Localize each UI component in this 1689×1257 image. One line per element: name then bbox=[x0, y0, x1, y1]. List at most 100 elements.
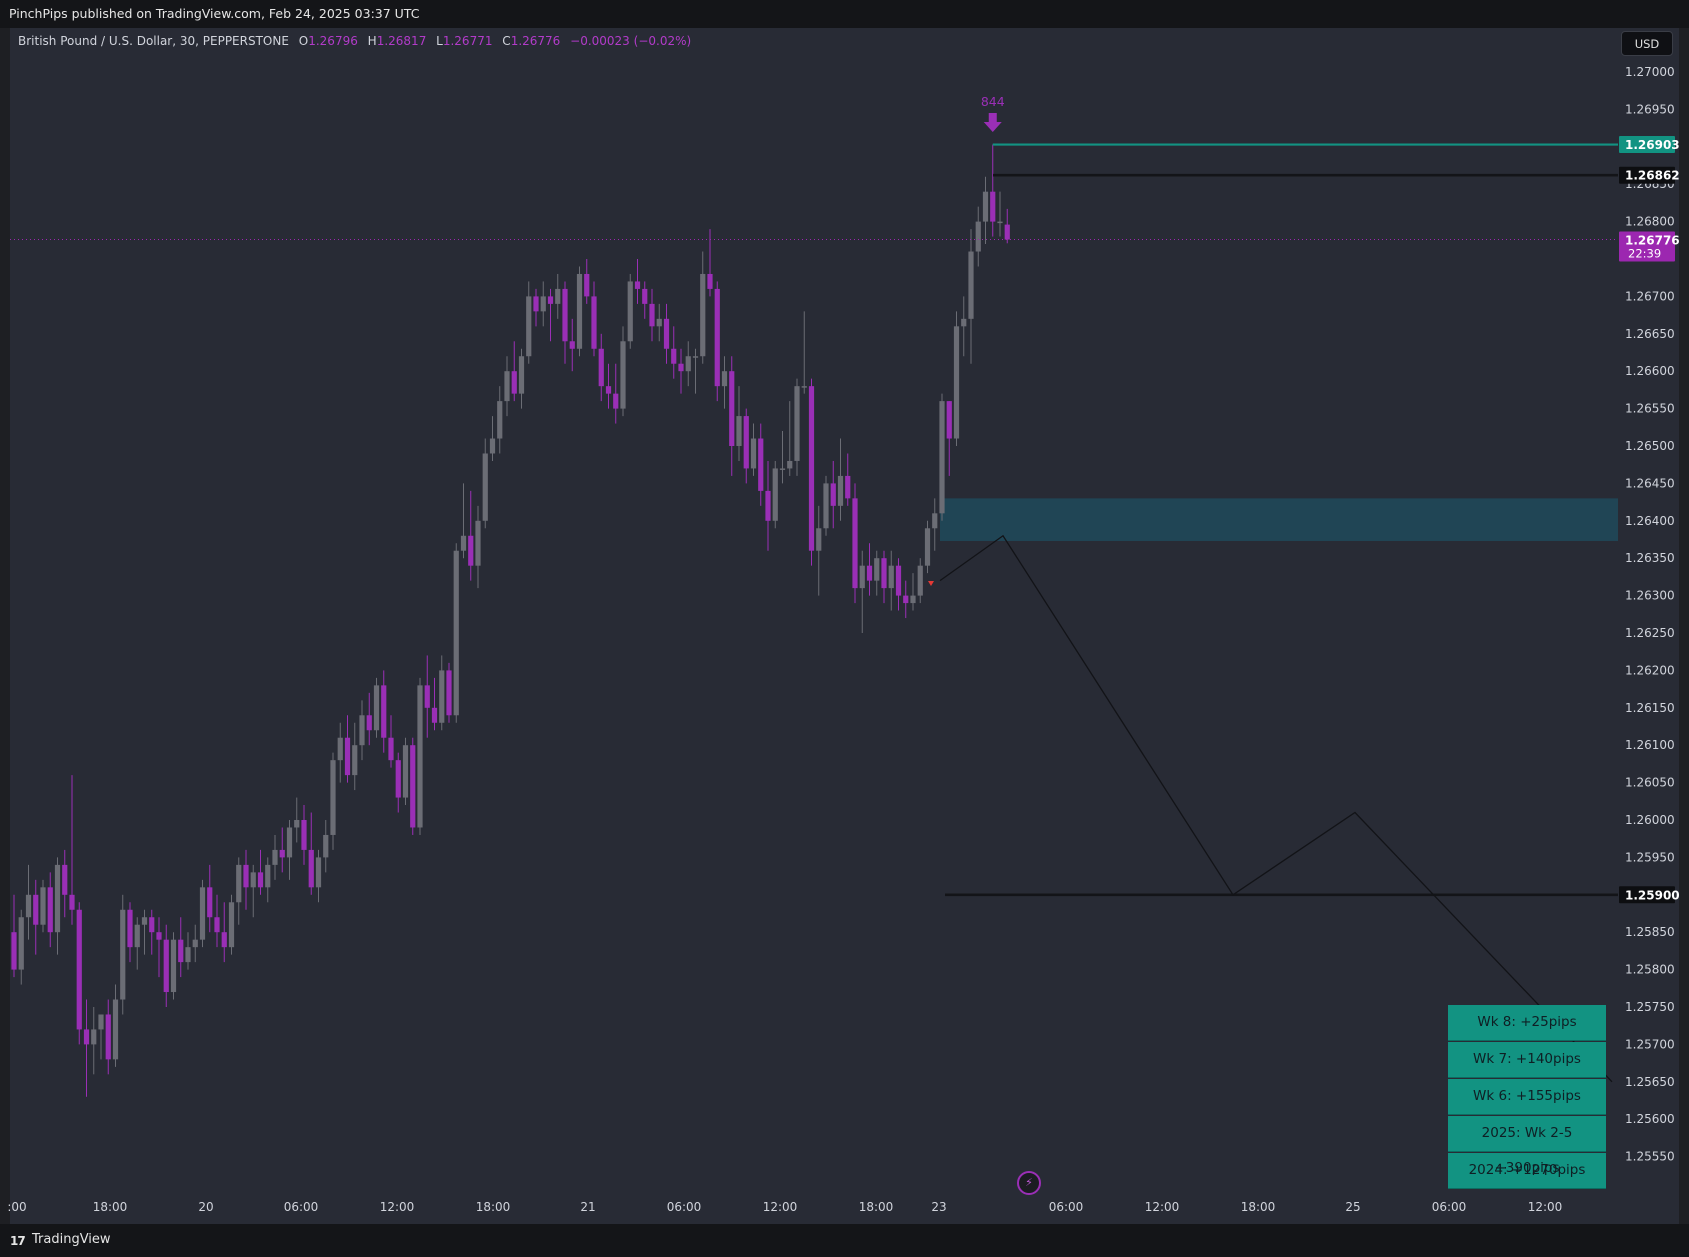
candle-body bbox=[178, 939, 184, 963]
candle-body bbox=[301, 820, 307, 850]
candle-body bbox=[569, 341, 575, 349]
y-tick-label: 1.25700 bbox=[1625, 1037, 1675, 1051]
candle-body bbox=[83, 1029, 90, 1045]
price-label-tag bbox=[1619, 231, 1675, 262]
candle-body bbox=[76, 909, 82, 1030]
candle-body bbox=[678, 363, 684, 372]
candle-body bbox=[185, 947, 191, 963]
y-tick-label: 1.25600 bbox=[1625, 1112, 1675, 1126]
candle-body bbox=[823, 483, 829, 529]
candle-body bbox=[634, 281, 641, 289]
candle-body bbox=[953, 326, 960, 439]
price-label-text: 1.26776 bbox=[1625, 234, 1680, 248]
stats-row: 2024: +1270pips bbox=[1448, 1153, 1606, 1189]
candle-body bbox=[294, 820, 300, 828]
currency-button[interactable]: USD bbox=[1621, 31, 1673, 56]
candle-body bbox=[489, 438, 496, 454]
low-value: 1.26771 bbox=[442, 34, 493, 48]
candle-body bbox=[830, 483, 836, 506]
price-label-tag bbox=[1619, 136, 1675, 154]
y-tick-label: 1.26550 bbox=[1625, 402, 1675, 416]
candle-body bbox=[446, 670, 452, 716]
countdown-text: 22:39 bbox=[1628, 247, 1661, 261]
candle-body bbox=[620, 341, 626, 409]
candle-body bbox=[460, 535, 467, 551]
candle-body bbox=[163, 939, 169, 993]
candle-body bbox=[779, 468, 786, 470]
marker-label: 844 bbox=[981, 94, 1005, 109]
stats-row: Wk 6: +155pips bbox=[1448, 1079, 1606, 1115]
close-value: 1.26776 bbox=[510, 34, 561, 48]
resistance-zone bbox=[940, 498, 1618, 541]
candle-body bbox=[903, 595, 909, 604]
candle-body bbox=[859, 565, 865, 589]
candle-body bbox=[98, 1014, 104, 1030]
candle-body bbox=[91, 1029, 97, 1045]
candle-body bbox=[613, 393, 619, 409]
candle-body bbox=[758, 438, 764, 491]
close-label: C bbox=[502, 34, 511, 48]
candle-body bbox=[801, 386, 807, 388]
candle-body bbox=[736, 416, 742, 446]
candle-body bbox=[243, 864, 249, 888]
y-tick-label: 1.26000 bbox=[1625, 813, 1675, 827]
candle-body bbox=[149, 917, 155, 933]
lightning-icon[interactable]: ⚡ bbox=[1017, 1171, 1041, 1195]
candle-body bbox=[482, 453, 488, 521]
y-tick-label: 1.26500 bbox=[1625, 439, 1675, 453]
candle-body bbox=[997, 221, 1003, 224]
tradingview-logo-icon[interactable]: 17 bbox=[10, 1234, 26, 1248]
candle-body bbox=[344, 737, 351, 776]
y-tick-label: 1.26100 bbox=[1625, 738, 1675, 752]
y-tick-label: 1.26700 bbox=[1625, 289, 1675, 303]
y-tick-label: 1.26200 bbox=[1625, 663, 1675, 677]
candle-body bbox=[866, 565, 873, 581]
candle-body bbox=[910, 595, 916, 604]
candle-body bbox=[25, 894, 32, 918]
candle-body bbox=[924, 528, 931, 566]
candle-body bbox=[765, 490, 771, 521]
candle-body bbox=[881, 558, 887, 589]
x-tick-label: 23 bbox=[931, 1200, 946, 1214]
candle-body bbox=[540, 296, 546, 312]
candle-body bbox=[721, 371, 728, 387]
candle-body bbox=[555, 288, 561, 304]
candle-body bbox=[968, 251, 974, 319]
candle-body bbox=[808, 386, 815, 551]
x-tick-label: 06:00 bbox=[667, 1200, 702, 1214]
candle-body bbox=[395, 760, 401, 798]
chart-frame[interactable] bbox=[10, 28, 1679, 1224]
candle-body bbox=[250, 872, 256, 888]
candle-body bbox=[453, 550, 459, 716]
candle-body bbox=[729, 371, 735, 446]
price-label-tag bbox=[1619, 166, 1675, 184]
candle-body bbox=[627, 281, 633, 342]
candle-body bbox=[562, 288, 568, 342]
price-label-text: 1.26903 bbox=[1625, 138, 1680, 152]
candle-body bbox=[700, 273, 706, 357]
candle-body bbox=[286, 827, 293, 858]
candle-body bbox=[156, 932, 162, 940]
candle-body bbox=[692, 356, 699, 358]
candle-body bbox=[330, 760, 336, 835]
candle-body bbox=[772, 468, 778, 521]
footer-bar: 17 TradingView bbox=[0, 1224, 1689, 1257]
candle-body bbox=[221, 932, 227, 948]
candle-body bbox=[352, 745, 358, 776]
candle-body bbox=[591, 296, 597, 349]
y-tick-label: 1.25750 bbox=[1625, 1000, 1675, 1014]
candle-body bbox=[685, 356, 691, 372]
candle-body bbox=[62, 864, 68, 895]
candle-body bbox=[475, 520, 481, 566]
y-tick-label: 1.25950 bbox=[1625, 850, 1675, 864]
candle-body bbox=[888, 565, 894, 589]
candle-body bbox=[214, 917, 220, 933]
high-value: 1.26817 bbox=[376, 34, 427, 48]
candle-body bbox=[533, 296, 539, 312]
candle-body bbox=[816, 528, 822, 551]
y-tick-label: 1.26800 bbox=[1625, 215, 1675, 229]
y-tick-label: 1.26300 bbox=[1625, 589, 1675, 603]
candle-body bbox=[279, 849, 285, 858]
candle-body bbox=[134, 924, 140, 948]
